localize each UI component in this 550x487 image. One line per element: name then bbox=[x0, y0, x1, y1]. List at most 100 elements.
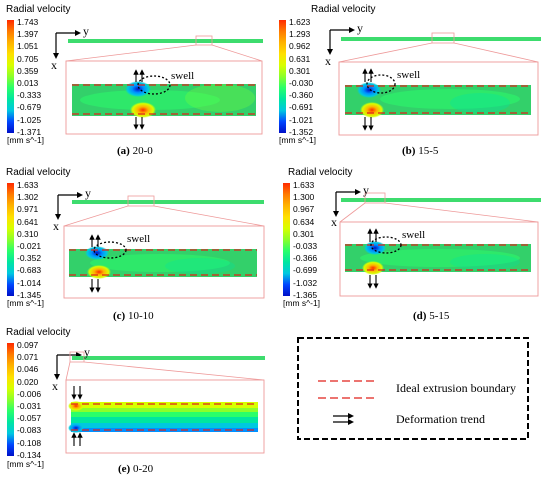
unit-label-b: [mm s^-1] bbox=[279, 135, 317, 145]
tick-label: 0.020 bbox=[17, 376, 39, 387]
swell-ellipse-c bbox=[93, 241, 127, 259]
axis-label-y-c: y bbox=[85, 186, 91, 200]
zoom-lines-a bbox=[65, 44, 263, 62]
tick-label: -0.333 bbox=[17, 90, 42, 101]
tick-label: 1.743 bbox=[17, 17, 39, 27]
zoom-box-b bbox=[431, 32, 455, 44]
axis-label-x-c: x bbox=[53, 219, 59, 233]
strip-e bbox=[72, 356, 265, 360]
zoom-lines-d bbox=[339, 202, 539, 223]
tick-label: -1.032 bbox=[293, 277, 318, 288]
tick-label: -0.134 bbox=[17, 449, 42, 460]
tick-label: -0.360 bbox=[289, 90, 314, 101]
panel-b-graphics bbox=[338, 32, 541, 136]
tick-label: 0.097 bbox=[17, 340, 39, 350]
tick-label: 0.962 bbox=[289, 41, 311, 52]
tick-label: -1.014 bbox=[17, 277, 42, 288]
tick-label: 0.301 bbox=[289, 65, 311, 76]
tick-label: -0.031 bbox=[17, 401, 42, 411]
blue-spot-b bbox=[357, 82, 381, 98]
colorbar-c bbox=[7, 183, 14, 296]
trend-arrows-c bbox=[89, 234, 101, 293]
red-spot-c bbox=[87, 265, 111, 279]
unit-label-d: [mm s^-1] bbox=[283, 298, 321, 308]
axis-label-x-e: x bbox=[52, 379, 58, 393]
tick-label: -0.699 bbox=[293, 265, 318, 276]
colorbar-title-d: Radial velocity bbox=[288, 167, 353, 178]
unit-label-a: [mm s^-1] bbox=[7, 135, 45, 145]
swell-ellipse-a bbox=[137, 75, 171, 95]
zoom-lines-c bbox=[63, 205, 265, 227]
swell-label-d: swell bbox=[402, 229, 426, 241]
axis-label-x-b: x bbox=[325, 54, 331, 68]
blue-spot-c bbox=[85, 246, 109, 260]
trend-arrows-d bbox=[367, 228, 379, 289]
tick-label: -1.021 bbox=[289, 114, 314, 125]
tick-label: -1.371 bbox=[17, 126, 42, 137]
tick-label: 1.051 bbox=[17, 41, 39, 52]
tick-label: -0.057 bbox=[17, 413, 42, 424]
tick-label: 0.359 bbox=[17, 65, 39, 76]
tick-label: 0.641 bbox=[17, 216, 39, 227]
tick-label: -0.030 bbox=[289, 78, 314, 88]
tick-label: -1.352 bbox=[289, 126, 314, 137]
caption-c: (c) 10-10 bbox=[113, 310, 154, 322]
trend-arrows-e bbox=[71, 386, 83, 446]
caption-b: (b) 15-5 bbox=[402, 145, 439, 157]
tick-label: -0.021 bbox=[17, 241, 42, 251]
tick-label: -0.006 bbox=[17, 388, 42, 399]
swell-ellipse-d bbox=[370, 236, 402, 254]
strip-d bbox=[341, 198, 541, 202]
colorbar-title-a: Radial velocity bbox=[6, 4, 71, 15]
panel-d-graphics bbox=[339, 192, 541, 297]
colorbar-e bbox=[7, 343, 14, 456]
tick-label: 1.623 bbox=[289, 17, 311, 27]
legend-boundary-label: Ideal extrusion boundary bbox=[396, 381, 516, 395]
tick-label: -1.025 bbox=[17, 114, 42, 125]
legend-frame bbox=[297, 337, 529, 440]
tick-label: -0.108 bbox=[17, 437, 42, 448]
tick-label: 0.013 bbox=[17, 78, 39, 88]
tick-label: 1.300 bbox=[293, 192, 315, 203]
caption-d: (d) 5-15 bbox=[413, 310, 450, 322]
unit-label-c: [mm s^-1] bbox=[7, 298, 45, 308]
tick-label: 0.971 bbox=[17, 204, 39, 215]
unit-label-e: [mm s^-1] bbox=[7, 459, 45, 469]
axis-label-y-e: y bbox=[84, 345, 90, 359]
colorbar-b bbox=[279, 20, 286, 133]
tick-label: -0.083 bbox=[17, 425, 42, 436]
tick-label: 0.310 bbox=[17, 228, 39, 239]
legend-trend-arrows bbox=[333, 413, 354, 425]
strip-a bbox=[68, 39, 263, 43]
trend-arrows-b bbox=[362, 68, 374, 131]
tick-label: -1.365 bbox=[293, 289, 318, 300]
red-spot-d bbox=[362, 261, 384, 275]
swell-label-a: swell bbox=[171, 70, 195, 82]
zoom-box-d bbox=[364, 192, 386, 204]
red-spot-b bbox=[360, 102, 384, 118]
tick-label: 1.397 bbox=[17, 29, 39, 40]
zoom-box-a bbox=[195, 35, 213, 46]
axis-label-x-d: x bbox=[331, 215, 337, 229]
red-spot-a bbox=[130, 102, 156, 118]
panel-e-graphics bbox=[65, 351, 265, 454]
tick-label: -0.683 bbox=[17, 265, 42, 276]
tick-label: 0.705 bbox=[17, 53, 39, 64]
tick-label: 0.967 bbox=[293, 204, 315, 215]
strip-c bbox=[72, 200, 264, 204]
panel-c-graphics bbox=[63, 195, 265, 299]
legend-graphics bbox=[297, 337, 529, 440]
colorbar-title-e: Radial velocity bbox=[6, 327, 71, 338]
axes-c bbox=[55, 192, 83, 220]
tick-label: -0.679 bbox=[17, 102, 42, 113]
zoom-box-e bbox=[69, 351, 85, 363]
trend-arrows-a bbox=[133, 69, 145, 130]
tick-label: 0.631 bbox=[289, 53, 311, 64]
axis-label-x-a: x bbox=[51, 58, 57, 72]
colorbar-a bbox=[7, 20, 14, 133]
caption-e: (e) 0-20 bbox=[118, 463, 154, 475]
caption-a: (a) 20-0 bbox=[117, 145, 153, 157]
panel-a-graphics bbox=[65, 35, 263, 135]
tick-label: -0.033 bbox=[293, 241, 318, 251]
